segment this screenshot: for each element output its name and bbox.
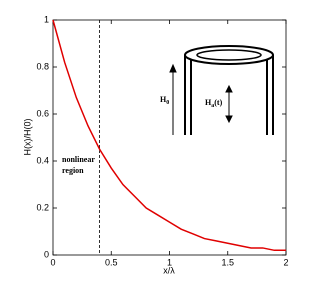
x-tick-label: 2 <box>283 257 288 267</box>
arrowhead <box>225 115 233 124</box>
arrowhead <box>225 84 233 93</box>
y-tick-label: 0.8 <box>36 61 49 71</box>
x-axis-label: x/λ <box>163 265 175 275</box>
y-tick-label: 0.4 <box>36 155 49 165</box>
data-line <box>52 19 286 252</box>
arrowhead <box>169 63 177 73</box>
label-base: H <box>160 95 167 104</box>
y-tick-label: 0.2 <box>36 202 49 212</box>
inset-label: Ha(t) <box>205 98 223 110</box>
y-tick-label: 0.6 <box>36 108 49 118</box>
cylinder-top <box>184 45 274 65</box>
label-sub: 0 <box>166 100 169 106</box>
inset-label: H0 <box>160 95 169 107</box>
label-base: H <box>205 98 212 107</box>
x-tick-label: 0 <box>50 257 55 267</box>
plot-frame <box>52 19 287 256</box>
annotation: nonlinear <box>62 155 95 164</box>
x-tick-label: 0.5 <box>105 257 118 267</box>
annotation: region <box>62 166 84 175</box>
cylinder-inner <box>196 49 262 61</box>
x-tick-label: 1.5 <box>221 257 234 267</box>
label-sub: a <box>211 103 214 109</box>
inset-diagram <box>169 45 274 135</box>
y-tick-label: 0 <box>44 249 49 259</box>
y-axis-label: H(x)/H(0) <box>22 119 32 156</box>
x-tick-label: 1 <box>167 257 172 267</box>
y-tick-label: 1 <box>44 14 49 24</box>
label-suffix: (t) <box>214 98 222 107</box>
